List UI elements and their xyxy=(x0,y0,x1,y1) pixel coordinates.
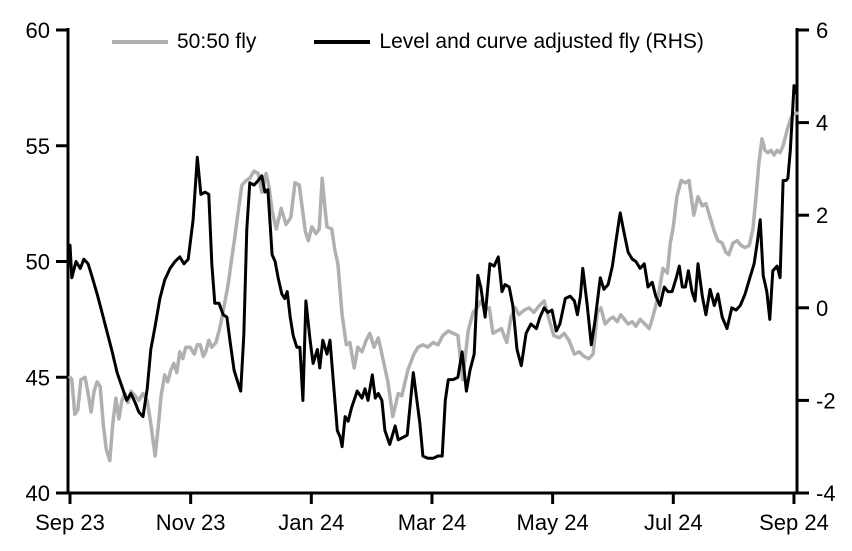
x-tick-label-1: Nov 23 xyxy=(156,510,226,535)
legend-line-swatch-black xyxy=(314,40,371,44)
y-right-tick-label--2: -2 xyxy=(816,388,836,413)
y-left-tick-label-60: 60 xyxy=(26,18,50,43)
y-right-tick-label-0: 0 xyxy=(816,296,828,321)
x-tick-label-6: Sep 24 xyxy=(759,510,829,535)
series-line-0 xyxy=(68,111,799,463)
x-tick-label-3: Mar 24 xyxy=(398,510,466,535)
legend-label-adjusted-fly: Level and curve adjusted fly (RHS) xyxy=(379,30,704,53)
x-tick-label-5: Jul 24 xyxy=(644,510,703,535)
legend-line-swatch-gray xyxy=(112,40,168,44)
x-tick-label-4: May 24 xyxy=(517,510,589,535)
y-left-tick-label-55: 55 xyxy=(26,134,50,159)
legend-item-adjusted-fly: Level and curve adjusted fly (RHS) xyxy=(314,30,704,54)
y-left-tick-label-45: 45 xyxy=(26,365,50,390)
legend-item-5050-fly: 50:50 fly xyxy=(112,30,256,54)
legend-label-5050-fly: 50:50 fly xyxy=(177,30,257,53)
y-right-tick-label--4: -4 xyxy=(816,481,836,506)
chart-legend: 50:50 fly Level and curve adjusted fly (… xyxy=(112,30,704,54)
y-left-tick-label-50: 50 xyxy=(26,250,50,275)
axes-layer xyxy=(56,28,809,504)
y-right-tick-label-2: 2 xyxy=(816,203,828,228)
series-line-1 xyxy=(68,84,799,460)
y-right-tick-label-6: 6 xyxy=(816,18,828,43)
series-layer xyxy=(68,84,799,463)
x-tick-label-2: Jan 24 xyxy=(278,510,344,535)
axis-labels-layer: 40 45 50 55 60 -4 -2 0 2 4 6 Sep 23 Nov 23 Jan 24 Mar … xyxy=(26,18,836,535)
y-right-tick-label-4: 4 xyxy=(816,111,828,136)
x-tick-label-0: Sep 23 xyxy=(35,510,105,535)
y-left-tick-label-40: 40 xyxy=(26,481,50,506)
